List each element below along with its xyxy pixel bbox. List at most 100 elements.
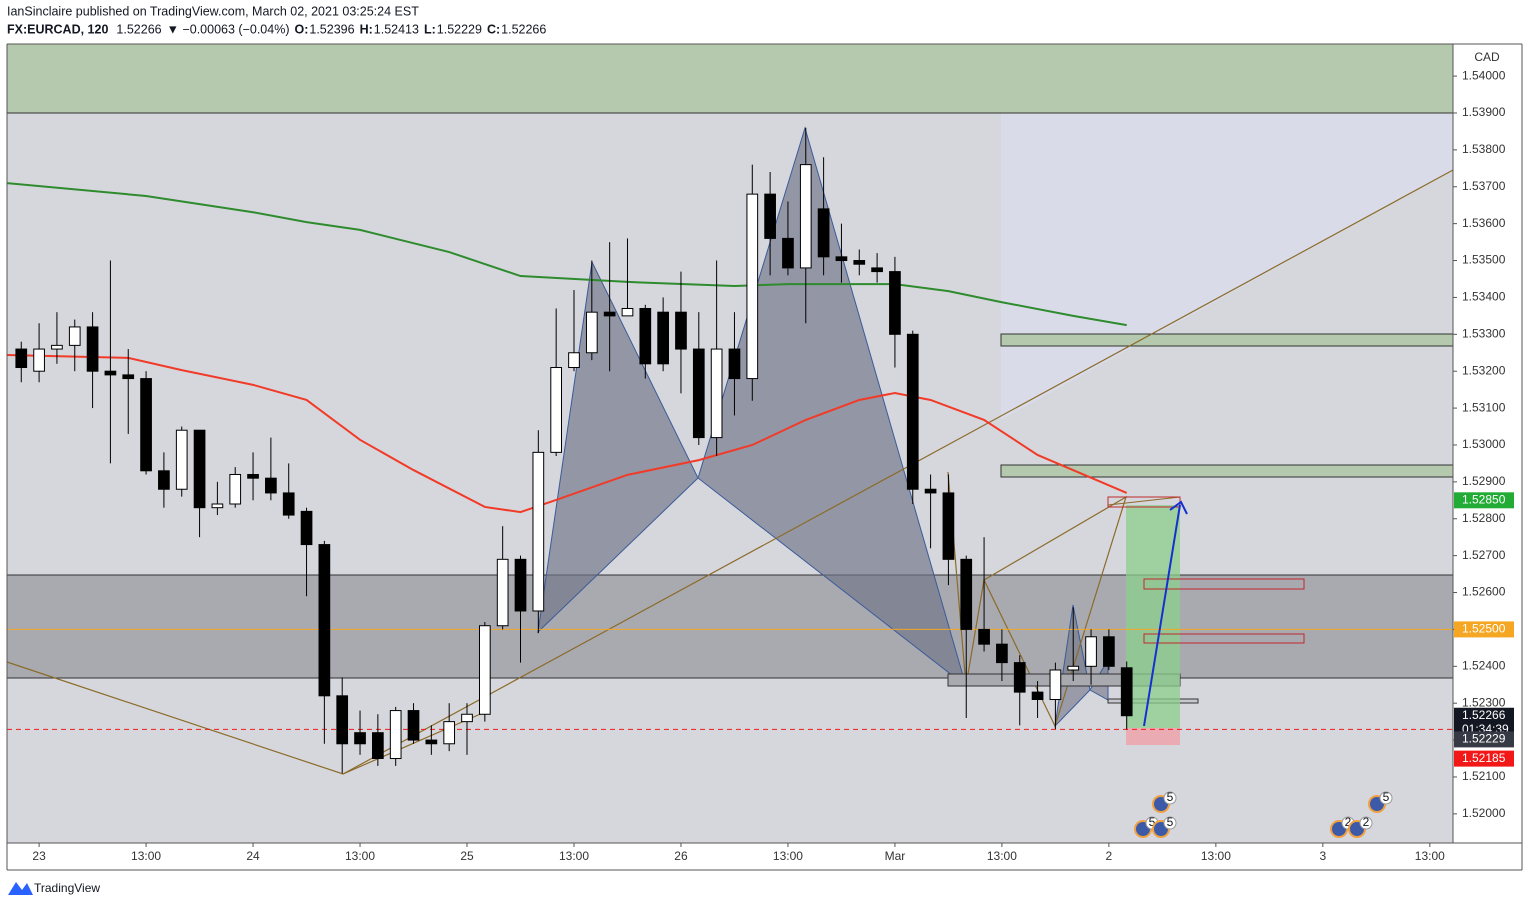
y-tick-label: 1.52600 — [1462, 585, 1506, 599]
x-tick-label: 25 — [460, 849, 474, 863]
candle-body — [906, 333, 919, 490]
x-tick-label: 13:00 — [345, 849, 375, 863]
candle-body — [1085, 636, 1097, 667]
candle-body — [603, 311, 616, 317]
candle-body — [193, 429, 206, 509]
header-last: 1.52266 — [116, 22, 161, 36]
candle-body — [140, 378, 152, 472]
header-h: 1.52413 — [374, 22, 419, 36]
y-tick-label: 1.52300 — [1462, 695, 1506, 709]
moving-average — [6, 353, 1128, 514]
x-tick-label: 3 — [1319, 849, 1326, 863]
candle-body — [68, 326, 81, 346]
candle-body — [924, 488, 937, 494]
x-tick-label: 13:00 — [987, 849, 1017, 863]
x-tick-label: 13:00 — [1415, 849, 1445, 863]
shade — [1001, 44, 1453, 420]
box — [1143, 578, 1305, 590]
candle-body — [799, 164, 812, 269]
candle-body — [996, 643, 1008, 664]
y-tick-label: 1.53700 — [1462, 179, 1506, 193]
profit-zone — [1126, 505, 1180, 728]
candle-body — [978, 628, 990, 645]
price-tag-label: 1.52229 — [1462, 732, 1506, 746]
supply-zone — [7, 44, 1453, 113]
candle-body — [728, 348, 741, 380]
x-tick-label: Mar — [885, 849, 906, 863]
candle-body — [1031, 691, 1044, 701]
candle-body — [318, 544, 331, 697]
header-l: 1.52229 — [437, 22, 482, 36]
y-tick-label: 1.53500 — [1462, 253, 1506, 267]
y-tick-label: 1.52100 — [1462, 769, 1506, 783]
event-badge — [1163, 791, 1177, 805]
event-badge — [1359, 816, 1373, 830]
candle-body — [1120, 667, 1133, 717]
header-change: ▼ −0.00063 (−0.04%) — [167, 22, 290, 36]
candle-body — [372, 732, 384, 760]
candle-body — [104, 370, 117, 376]
candle-body — [336, 695, 349, 745]
ohlc-row: 1.52266 ▼ −0.00063 (−0.04%) O: 1.52396 H: 1.5… — [116, 22, 546, 36]
candle-body — [889, 271, 901, 335]
x-tick-label: 13:00 — [1201, 849, 1231, 863]
candle-body — [407, 710, 420, 741]
candle-body — [675, 311, 687, 350]
candle-body — [478, 625, 491, 715]
y-tick-label: 1.53800 — [1462, 142, 1506, 156]
x-tick-label: 13:00 — [559, 849, 589, 863]
price-tag-label: 1.52266 — [1462, 708, 1506, 722]
y-tick-label: 1.52900 — [1462, 474, 1506, 488]
event-count: 2 — [1345, 815, 1352, 829]
price-tag — [1454, 750, 1514, 767]
demand-zone — [6, 574, 1454, 679]
candle-body — [496, 558, 509, 627]
candle-body — [710, 348, 723, 439]
candle-body — [461, 713, 473, 723]
candle-body — [1067, 665, 1080, 671]
arrow — [1143, 504, 1181, 727]
candle-body — [942, 492, 955, 560]
candle-body — [175, 429, 188, 490]
logo: TradingView — [8, 881, 100, 895]
candle-body — [122, 374, 135, 380]
candle-body — [782, 237, 794, 269]
y-tick-label: 1.53900 — [1462, 105, 1506, 119]
currency: CAD — [1474, 50, 1500, 64]
x-tick-label: 13:00 — [131, 849, 161, 863]
brand: TradingView — [34, 881, 100, 895]
arrow-head — [1169, 500, 1188, 515]
candle-body — [265, 477, 277, 494]
y-tick-label: 1.52800 — [1462, 511, 1506, 525]
y-tick-label: 1.52400 — [1462, 658, 1506, 672]
candle-body — [389, 710, 402, 760]
event-count: 5 — [1383, 790, 1390, 804]
y-tick-label: 1.53300 — [1462, 326, 1506, 340]
candle-body — [817, 208, 830, 258]
loss-zone — [1126, 728, 1180, 745]
candle-body — [585, 311, 598, 354]
pattern-line — [1107, 496, 1181, 506]
candle-body — [657, 311, 669, 365]
header-c: 1.52266 — [501, 22, 546, 36]
candle-body — [1013, 662, 1026, 693]
candle-body — [532, 451, 545, 612]
symbol: FX:EURCAD, 120 — [7, 22, 108, 36]
y-tick-label: 1.52700 — [1462, 548, 1506, 562]
candle-body — [211, 503, 224, 509]
y-tick-label: 1.53400 — [1462, 290, 1506, 304]
candle-body — [692, 348, 705, 439]
candle-body — [15, 348, 28, 369]
x-tick-label: 23 — [32, 849, 46, 863]
candle-body — [354, 732, 366, 745]
x-tick-label: 2 — [1106, 849, 1113, 863]
event-count: 5 — [1149, 815, 1156, 829]
header-c-label: C: — [487, 22, 500, 36]
header-o: 1.52396 — [309, 22, 354, 36]
candle-body — [639, 307, 652, 365]
price-tag-label: 1.52500 — [1462, 622, 1506, 636]
candle-body — [764, 193, 776, 239]
candle-body — [871, 267, 883, 273]
